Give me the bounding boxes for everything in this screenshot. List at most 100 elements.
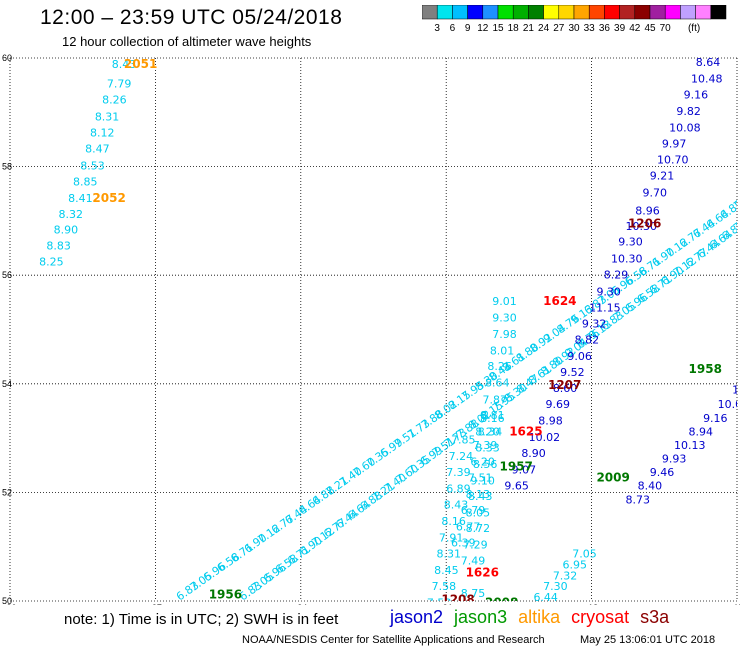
longitude-label: -21: [440, 603, 453, 605]
color-tick-label: 15: [492, 23, 504, 34]
swh-value-label: 8.90: [521, 447, 546, 460]
swh-value-label: 7.05: [572, 548, 597, 561]
pass-time-label: 2051: [124, 57, 157, 71]
pass-time-label: 2052: [92, 191, 125, 205]
swh-value-label: 10.08: [669, 121, 701, 134]
swh-value-label: 8.25: [39, 255, 64, 268]
swh-value-label: 7.30: [543, 580, 568, 593]
swh-value-label: 9.16: [703, 412, 728, 425]
swh-value-label: 11.15: [589, 302, 621, 315]
longitude-label: -24: [294, 603, 307, 605]
swh-value-label: 7.98: [492, 328, 517, 341]
swh-value-label: 9.30: [618, 235, 643, 248]
longitude-label: -27: [149, 603, 162, 605]
color-tick-label: 6: [450, 23, 456, 34]
swh-value-label: 6.79: [461, 504, 486, 517]
swh-value-label: 6.39: [451, 537, 476, 550]
swh-value-label: 8.31: [437, 548, 462, 561]
color-tick-label: 39: [614, 23, 626, 34]
swh-value-label: 7.39: [473, 439, 498, 452]
swh-value-label: 8.73: [626, 493, 651, 506]
pass-time-label: 1624: [543, 294, 576, 308]
track-swh-label: 7.21: [731, 210, 740, 235]
swh-value-label: 6.95: [563, 558, 588, 571]
swh-value-label: 6.89: [446, 482, 471, 495]
swh-value-label: 9.07: [512, 463, 537, 476]
swh-value-label: 7.87: [483, 393, 508, 406]
wave-height-data: 6.837.056.966.586.716.907.126.776.446.64…: [39, 56, 740, 605]
map-title: 12:00 – 23:59 UTC 05/24/2018: [40, 6, 343, 29]
swh-value-label: 10.01: [718, 398, 740, 411]
legend-s3a: s3a: [640, 607, 670, 627]
swh-value-label: 8.16: [480, 412, 505, 425]
swh-value-label: 10.02: [529, 431, 561, 444]
color-tick-label: 70: [660, 23, 672, 34]
swh-value-label: 7.49: [461, 555, 486, 568]
swh-value-label: 9.21: [650, 170, 675, 183]
swh-value-label: 8.64: [696, 56, 721, 69]
swh-value-label: 7.58: [432, 580, 457, 593]
color-tick-label: 9: [465, 23, 471, 34]
swh-value-label: 7.58: [427, 596, 452, 605]
pass-time-label: 1206: [628, 216, 661, 230]
color-tick-label: 12: [477, 23, 489, 34]
credit-footer: NOAA/NESDIS Center for Satellite Applica…: [242, 634, 545, 646]
swh-value-label: 6.44: [533, 591, 558, 604]
pass-time-label: 2009: [596, 471, 629, 485]
swh-value-label: 9.46: [650, 466, 675, 479]
swh-value-label: 7.24: [449, 450, 474, 463]
swh-value-label: 7.79: [107, 77, 132, 90]
color-tick-label: 36: [599, 23, 611, 34]
swh-value-label: 8.26: [102, 94, 127, 107]
swh-value-label: 8.20: [475, 425, 500, 438]
swh-value-label: 7.51: [468, 472, 493, 485]
pass-time-label: 2008: [485, 595, 518, 605]
swh-value-label: 10.30: [611, 253, 643, 266]
swh-value-label: 8.05: [466, 506, 491, 519]
swh-value-label: 8.13: [466, 488, 491, 501]
swh-value-label: 9.32: [582, 317, 607, 330]
swh-value-label: 8.43: [112, 58, 137, 71]
swh-value-label: 8.41: [68, 192, 93, 205]
swh-value-label: 10.48: [691, 72, 723, 85]
longitude-label: -18: [585, 603, 598, 605]
swh-value-label: 9.93: [662, 453, 687, 466]
color-tick-label: 45: [644, 23, 656, 34]
swh-value-label: 8.01: [490, 344, 515, 357]
latitude-label: 58: [2, 162, 12, 172]
color-tick-label: 3: [434, 23, 440, 34]
swh-value-label: 7.39: [446, 466, 471, 479]
swh-value-label: 9.30: [596, 285, 621, 298]
map-subtitle: 12 hour collection of altimeter wave hei…: [62, 34, 312, 49]
latitude-label: 50: [2, 596, 12, 605]
swh-value-label: 10.70: [657, 153, 689, 166]
graticule: [9, 57, 738, 602]
swh-value-label: 8.96: [635, 204, 660, 217]
color-tick-label: (ft): [688, 23, 700, 34]
swh-value-label: 6.01: [524, 599, 549, 605]
longitude-label: -30: [3, 603, 16, 605]
swh-value-label: 8.31: [95, 110, 120, 123]
swh-value-label: 8.33: [475, 442, 500, 455]
pass-time-label: 1207: [548, 378, 581, 392]
swh-value-label: 9.30: [492, 311, 517, 324]
swh-value-label: 9.97: [662, 138, 687, 151]
color-tick-label: 27: [553, 23, 565, 34]
color-tick-label: 33: [584, 23, 596, 34]
swh-value-label: 8.85: [73, 176, 98, 189]
legend-jason3: jason3: [454, 607, 508, 627]
swh-value-label: 8.40: [638, 480, 663, 493]
longitude-label: -15: [730, 603, 740, 605]
swh-value-label: 8.72: [466, 522, 491, 535]
swh-value-label: 8.12: [90, 127, 115, 140]
pass-time-label: 1208: [441, 593, 474, 605]
swh-value-label: 8.34: [478, 425, 503, 438]
swh-value-label: 8.82: [575, 334, 600, 347]
swh-value-label: 9.65: [504, 480, 529, 493]
swh-value-label: 8.53: [80, 159, 105, 172]
color-swatch: [710, 5, 727, 20]
swh-value-label: 9.70: [642, 186, 667, 199]
swh-value-label: 7.85: [451, 434, 476, 447]
legend-altika: altika: [518, 607, 561, 627]
swh-value-label: 8.43: [468, 490, 493, 503]
